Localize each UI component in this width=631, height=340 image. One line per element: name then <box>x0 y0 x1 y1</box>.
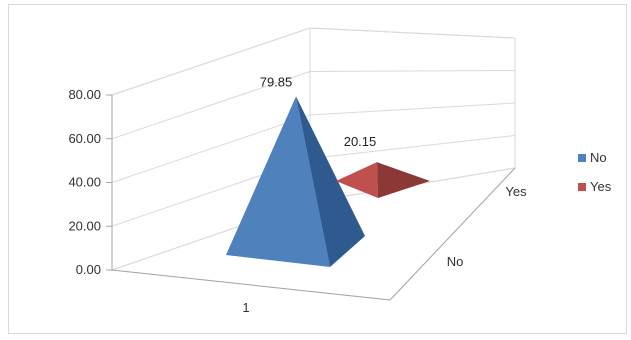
depth-category-label-no: No <box>447 254 464 269</box>
y-tick-label: 60.00 <box>68 131 101 146</box>
legend-label-no: No <box>590 150 607 165</box>
y-tick-label: 40.00 <box>68 175 101 190</box>
gridline <box>111 70 516 140</box>
x-axis-line <box>111 269 391 301</box>
data-labels: 79.85 20.15 <box>260 74 377 149</box>
legend-swatch-yes <box>578 183 586 191</box>
data-label-yes: 20.15 <box>344 134 377 149</box>
y-tick-label: 0.00 <box>76 262 101 277</box>
pyramid-no-side-face <box>296 96 365 267</box>
legend-label-yes: Yes <box>590 179 612 194</box>
pyramid-no-front-face <box>226 96 330 267</box>
pyramid-yes-front-face <box>336 162 378 198</box>
gridline <box>111 102 516 183</box>
legend: No Yes <box>578 150 612 194</box>
pyramid-marks <box>226 96 430 267</box>
category-labels: 1 No Yes <box>242 184 527 315</box>
legend-swatch-no <box>578 154 586 162</box>
y-axis-ticks: 0.00 20.00 40.00 60.00 80.00 <box>68 87 112 277</box>
gridline <box>111 27 516 96</box>
y-tick-label: 80.00 <box>68 87 101 102</box>
depth-category-label-yes: Yes <box>505 184 527 199</box>
x-category-label: 1 <box>242 300 249 315</box>
y-tick-label: 20.00 <box>68 218 101 233</box>
pyramid-yes-side-face <box>377 162 430 198</box>
depth-axis-line <box>389 167 516 301</box>
data-label-no: 79.85 <box>260 74 293 89</box>
